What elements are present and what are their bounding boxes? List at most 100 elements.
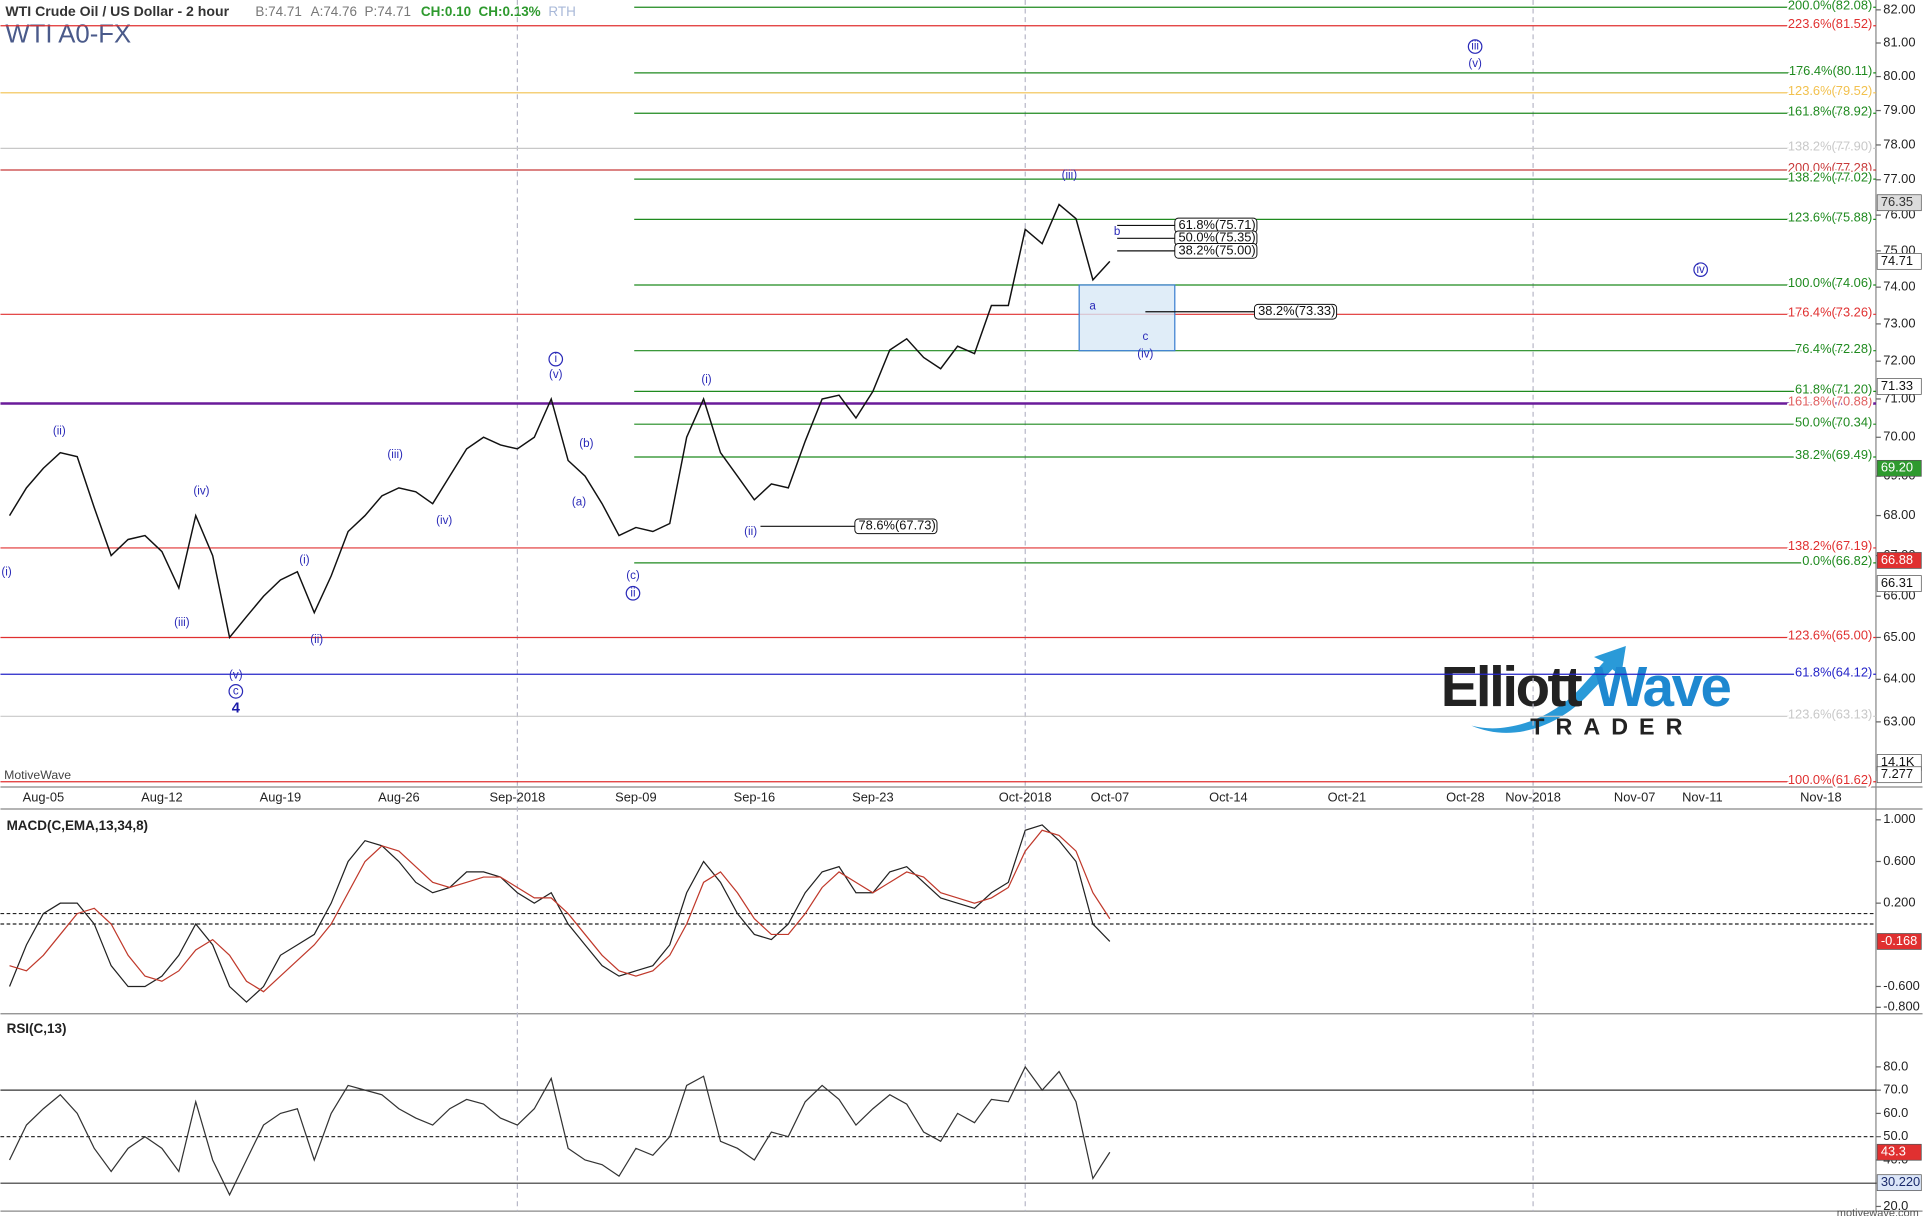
y-tick-label: 65.00 — [1883, 629, 1915, 644]
fib-label: 161.8%(78.92) — [1788, 103, 1872, 118]
y-tick-label: 77.00 — [1883, 171, 1915, 186]
wave-circle — [548, 351, 564, 367]
wave-label: b — [1114, 225, 1120, 238]
macd-line — [8, 824, 1111, 1003]
x-tick-label: Sep-09 — [615, 789, 656, 804]
wave-label: c — [1142, 330, 1148, 343]
y-tick-label: 72.00 — [1883, 353, 1915, 368]
y-tick-label: 80.0 — [1883, 1058, 1908, 1073]
x-tick-label: Oct-14 — [1209, 789, 1248, 804]
symbol: WTI A0-FX — [5, 20, 131, 48]
retracement-box — [1253, 303, 1338, 320]
wave-label: (v) — [1468, 57, 1482, 70]
y-tick-label: 70.00 — [1883, 429, 1915, 444]
y-tick-label: 78.00 — [1883, 136, 1915, 151]
y-tick-label: 0.200 — [1883, 895, 1915, 910]
wave-circle — [228, 684, 244, 699]
wave-circle — [1467, 39, 1483, 54]
logo: Elliott Wave TRADER — [1441, 646, 1733, 739]
wave-label: i — [554, 352, 557, 365]
x-tick-label: Oct-21 — [1328, 789, 1367, 804]
x-tick-label: Aug-05 — [23, 789, 64, 804]
y-tick-label: 73.00 — [1883, 315, 1915, 330]
wave-label: (iii) — [387, 448, 403, 461]
rsi-tag: 30.220 — [1881, 1174, 1920, 1189]
y-tick-label: 50.0 — [1883, 1128, 1908, 1143]
wave-label: (ii) — [744, 525, 757, 538]
wave-label: (ii) — [310, 633, 323, 646]
y-tick-label: -0.600 — [1883, 978, 1919, 993]
bid: B:74.71 — [255, 4, 301, 19]
volume-tag: 14.1K — [1881, 754, 1915, 769]
macd-tag: -0.168 — [1881, 933, 1917, 948]
price-tag-box — [1876, 194, 1922, 212]
x-tick-label: Oct-2018 — [999, 789, 1052, 804]
fib-label: 138.2%(77.02) — [1788, 169, 1872, 184]
retracement-label: 38.2%(75.00) — [1178, 242, 1255, 257]
y-tick-label: 63.00 — [1883, 713, 1915, 728]
fib-label: 0.0%(66.82) — [1802, 553, 1872, 568]
panel-title: RSI(C,13) — [7, 1021, 67, 1036]
x-tick-label: Oct-07 — [1091, 789, 1130, 804]
wave-label: (v) — [229, 668, 243, 681]
brand: MotiveWave — [4, 768, 71, 782]
volume-tag: 7.277 — [1881, 766, 1913, 781]
y-tick-label: 79.00 — [1883, 102, 1915, 117]
fib-label: 100.0%(74.06) — [1788, 275, 1872, 290]
rsi-tag-box — [1876, 1143, 1922, 1161]
price-tag: 76.35 — [1881, 194, 1913, 209]
fib-label: 123.6%(79.52) — [1788, 83, 1872, 98]
x-tick-label: Nov-2018 — [1505, 789, 1561, 804]
change-percent: CH:0.13% — [479, 4, 541, 19]
rsi-tag: 43.3 — [1881, 1144, 1906, 1159]
fib-label: 123.6%(63.13) — [1788, 706, 1872, 721]
fib-label: 176.4%(73.26) — [1788, 304, 1872, 319]
price-tag: 71.33 — [1881, 378, 1913, 393]
fib-label: 38.2%(69.49) — [1795, 447, 1872, 462]
x-tick-label: Aug-26 — [378, 789, 419, 804]
price-tag-box — [1876, 378, 1922, 395]
x-tick-label: Nov-11 — [1682, 789, 1722, 804]
wave-label: (iv) — [436, 514, 452, 527]
fib-label: 176.4%(80.11) — [1789, 63, 1872, 78]
price-tag: 66.88 — [1881, 552, 1913, 567]
price-line — [8, 203, 1111, 640]
wave-label: (i) — [299, 553, 309, 566]
fib-label: 61.8%(71.20) — [1795, 382, 1872, 397]
wave-label: ii — [630, 586, 635, 599]
rsi-tag-box — [1876, 1174, 1922, 1192]
logo-tagline: TRADER — [1530, 713, 1693, 739]
y-tick-label: 1.000 — [1883, 811, 1915, 826]
target-zone — [1078, 284, 1176, 352]
y-tick-label: -0.800 — [1883, 999, 1919, 1014]
retracement-label: 50.0%(75.35) — [1178, 230, 1255, 245]
wave-label: (ii) — [53, 425, 66, 438]
fib-label: 123.6%(65.00) — [1788, 628, 1872, 643]
price-tag-box — [1876, 459, 1922, 477]
price-tag-box — [1876, 253, 1922, 270]
price-tag-box — [1876, 552, 1922, 569]
retracement-label: 78.6%(67.73) — [859, 518, 936, 533]
wave-label: 4 — [232, 700, 241, 716]
retracement-label: 61.8%(75.71) — [1178, 217, 1255, 232]
macd-line — [9, 829, 1111, 993]
y-tick-label: 70.0 — [1883, 1082, 1908, 1097]
price-tag: 69.20 — [1881, 460, 1913, 475]
wave-label: (iii) — [1062, 168, 1078, 181]
footer: motivewave.com — [1837, 1207, 1919, 1216]
wave-label: c — [233, 684, 239, 697]
fib-label: 50.0%(70.34) — [1795, 414, 1872, 429]
y-tick-label: 0.600 — [1883, 853, 1915, 868]
retracement-label: 38.2%(73.33) — [1258, 303, 1335, 318]
last-price: P:74.71 — [365, 4, 411, 19]
y-tick-label: 60.0 — [1883, 1105, 1908, 1120]
wave-label: (a) — [572, 496, 586, 509]
y-tick-label: 20.0 — [1883, 1198, 1908, 1213]
price-tag: 74.71 — [1881, 253, 1913, 268]
x-tick-label: Sep-23 — [852, 789, 893, 804]
x-tick-label: Aug-19 — [260, 789, 301, 804]
y-tick-label: 80.00 — [1883, 68, 1915, 83]
logo-swoosh — [1471, 646, 1626, 733]
